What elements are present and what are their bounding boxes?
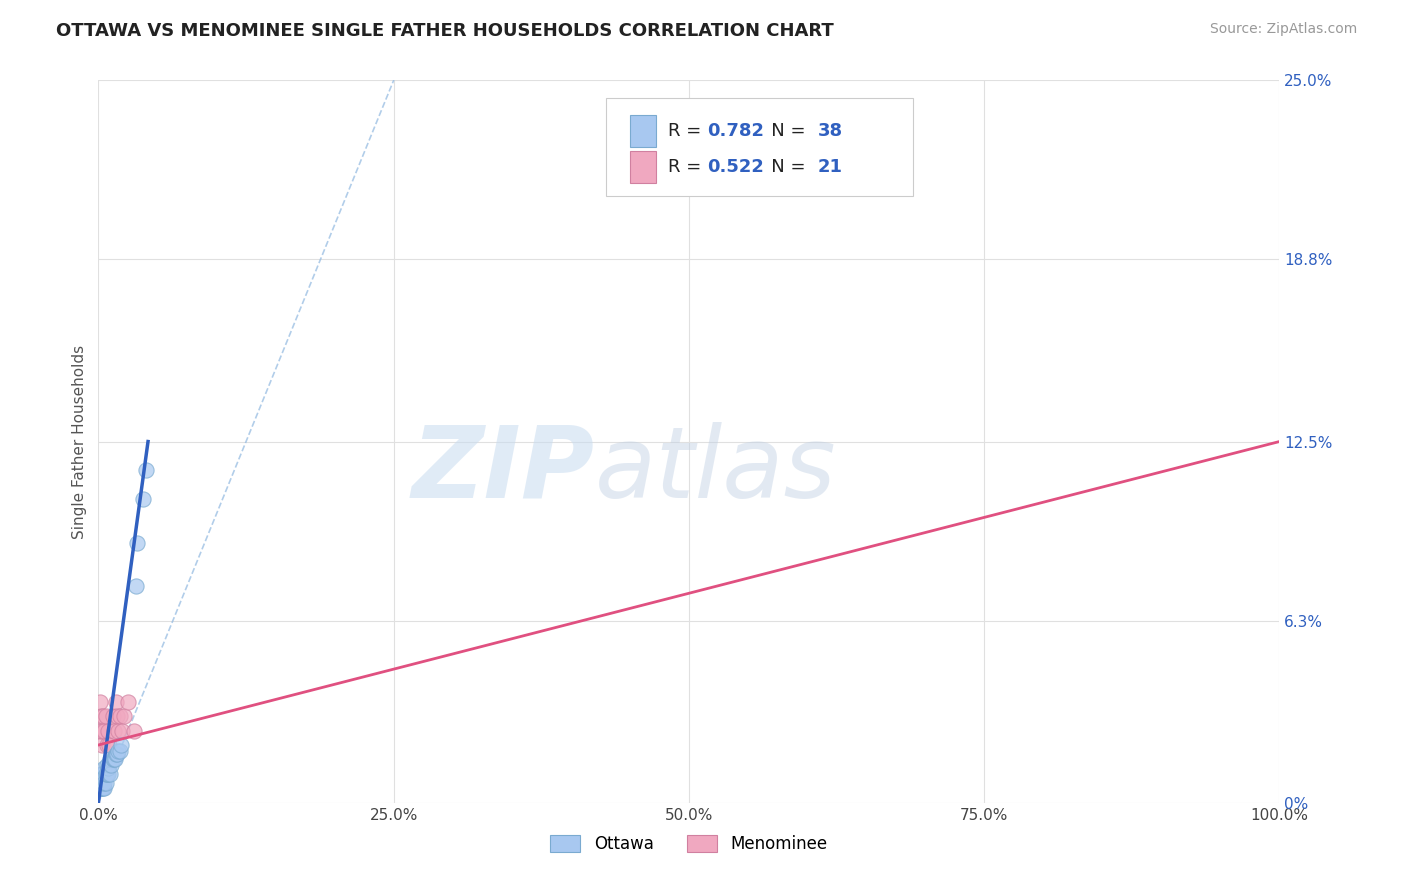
- Point: [100, 758, 122, 772]
- Point: [101, 709, 124, 723]
- Point: [91, 767, 114, 781]
- Text: N =: N =: [754, 158, 811, 176]
- Point: [91, 709, 114, 723]
- Point: [135, 463, 157, 477]
- Point: [105, 747, 128, 761]
- Bar: [630, 151, 655, 183]
- Point: [91, 767, 114, 781]
- Text: atlas: atlas: [595, 422, 837, 519]
- Point: [96, 738, 118, 752]
- Point: [96, 758, 118, 772]
- Text: Source: ZipAtlas.com: Source: ZipAtlas.com: [1209, 22, 1357, 37]
- Point: [98, 752, 121, 766]
- Point: [91, 723, 114, 738]
- Point: [103, 752, 125, 766]
- Point: [89, 781, 111, 796]
- Point: [112, 709, 135, 723]
- Point: [98, 738, 121, 752]
- Text: R =: R =: [668, 158, 707, 176]
- Point: [96, 767, 118, 781]
- Point: [101, 752, 124, 766]
- Text: 38: 38: [818, 122, 842, 140]
- FancyBboxPatch shape: [606, 98, 914, 196]
- Point: [111, 723, 134, 738]
- Text: ZIP: ZIP: [412, 422, 595, 519]
- Text: 0.522: 0.522: [707, 158, 763, 176]
- Point: [105, 709, 128, 723]
- Point: [117, 695, 139, 709]
- Text: 21: 21: [818, 158, 842, 176]
- Bar: [630, 114, 655, 147]
- Text: 0.782: 0.782: [707, 122, 763, 140]
- Point: [122, 723, 145, 738]
- Point: [105, 747, 128, 761]
- Point: [107, 744, 129, 758]
- Point: [110, 738, 132, 752]
- Point: [103, 723, 125, 738]
- Point: [89, 695, 111, 709]
- Y-axis label: Single Father Households: Single Father Households: [72, 344, 87, 539]
- Point: [91, 775, 114, 789]
- Point: [94, 767, 117, 781]
- Point: [127, 535, 149, 549]
- Point: [93, 775, 115, 789]
- Point: [93, 781, 115, 796]
- Text: OTTAWA VS MENOMINEE SINGLE FATHER HOUSEHOLDS CORRELATION CHART: OTTAWA VS MENOMINEE SINGLE FATHER HOUSEH…: [56, 22, 834, 40]
- Point: [90, 781, 112, 796]
- Point: [104, 752, 127, 766]
- Point: [89, 772, 111, 787]
- Legend: Ottawa, Menominee: Ottawa, Menominee: [544, 828, 834, 860]
- Point: [93, 723, 115, 738]
- Point: [107, 723, 129, 738]
- Point: [108, 744, 131, 758]
- Text: N =: N =: [754, 122, 811, 140]
- Point: [93, 761, 115, 775]
- Point: [125, 579, 148, 593]
- Point: [108, 709, 131, 723]
- Point: [90, 767, 112, 781]
- Point: [91, 738, 114, 752]
- Point: [98, 767, 121, 781]
- Point: [91, 775, 114, 789]
- Point: [90, 709, 112, 723]
- Point: [105, 695, 128, 709]
- Point: [89, 723, 111, 738]
- Point: [91, 772, 114, 787]
- Point: [98, 758, 121, 772]
- Point: [132, 492, 155, 507]
- Point: [94, 775, 117, 789]
- Point: [97, 767, 120, 781]
- Point: [90, 775, 112, 789]
- Point: [91, 781, 114, 796]
- Point: [94, 709, 117, 723]
- Point: [97, 723, 120, 738]
- Text: R =: R =: [668, 122, 707, 140]
- Point: [89, 781, 111, 796]
- Point: [97, 761, 120, 775]
- Point: [91, 781, 114, 796]
